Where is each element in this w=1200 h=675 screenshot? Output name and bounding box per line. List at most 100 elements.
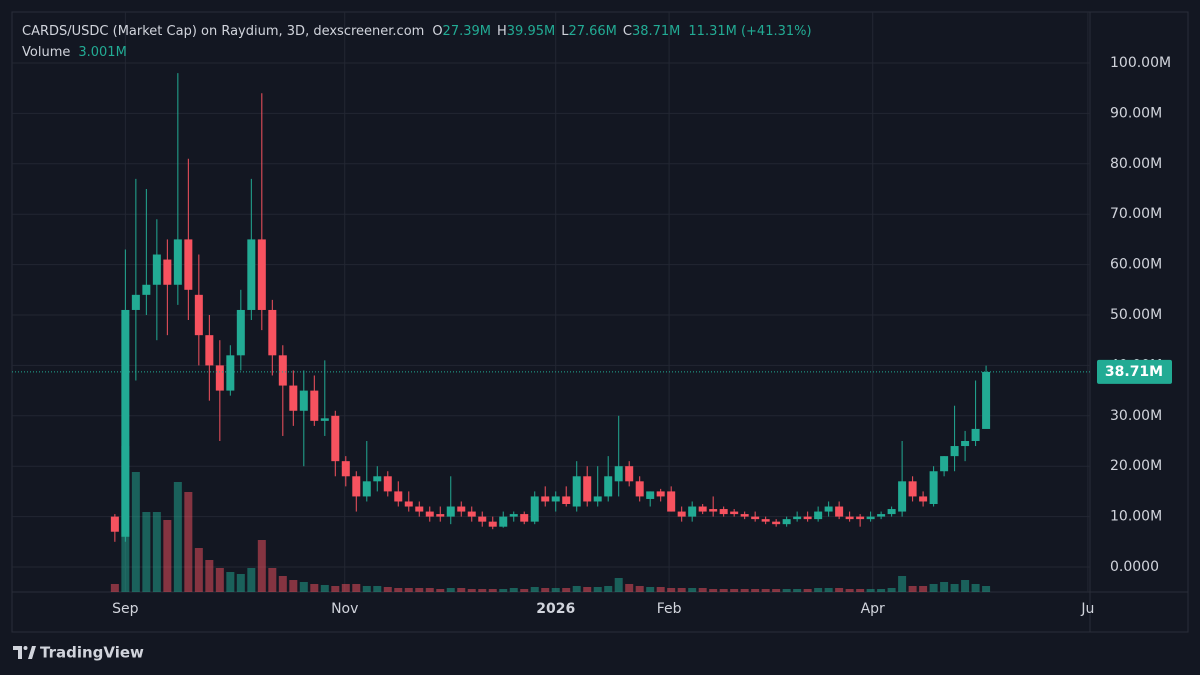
candle-body bbox=[478, 516, 487, 522]
volume-bar bbox=[352, 584, 361, 592]
volume-bar bbox=[425, 588, 434, 592]
volume-bar bbox=[551, 588, 560, 592]
volume-bar bbox=[226, 572, 235, 592]
legend-line: CARDS/USDC (Market Cap) on Raydium, 3D, … bbox=[22, 24, 812, 39]
candle-body bbox=[772, 521, 781, 525]
x-tick-label: Nov bbox=[331, 601, 358, 617]
candle-body bbox=[635, 481, 644, 497]
candle-body bbox=[530, 496, 539, 522]
candle-body bbox=[919, 496, 928, 502]
candle-body bbox=[310, 390, 319, 421]
x-tick-label: Feb bbox=[657, 601, 682, 617]
volume-bar bbox=[268, 568, 277, 592]
candle-body bbox=[614, 466, 623, 482]
candle-body bbox=[982, 371, 991, 429]
y-tick-label: 70.00M bbox=[1110, 206, 1162, 222]
candle-body bbox=[604, 476, 613, 497]
volume-bar bbox=[310, 584, 319, 592]
candle-body bbox=[299, 390, 308, 411]
candle-body bbox=[751, 516, 760, 520]
candle-body bbox=[562, 496, 571, 505]
volume-bar bbox=[205, 560, 214, 592]
volume-bar bbox=[919, 586, 928, 592]
candle-body bbox=[583, 476, 592, 502]
candle-body bbox=[845, 516, 854, 520]
volume-bar bbox=[173, 482, 182, 592]
candle-body bbox=[436, 514, 445, 517]
frame bbox=[11, 11, 1189, 633]
volume-bar bbox=[646, 587, 655, 592]
legend-key: L bbox=[561, 24, 569, 39]
volume-bar bbox=[478, 589, 487, 592]
last-price-box bbox=[1097, 359, 1172, 384]
legend-key: C bbox=[623, 24, 632, 39]
volume-bar bbox=[299, 582, 308, 592]
volume-bar bbox=[583, 587, 592, 592]
volume-bar bbox=[835, 588, 844, 592]
volume-bar bbox=[362, 586, 371, 592]
volume-legend: Volume 3.001M bbox=[22, 45, 127, 60]
volume-bar bbox=[950, 584, 959, 592]
candle-body bbox=[793, 516, 802, 520]
candle-body bbox=[730, 511, 739, 515]
volume-bar bbox=[404, 588, 413, 592]
candle-body bbox=[173, 239, 182, 285]
volume-bar bbox=[940, 582, 949, 592]
legend-key: H bbox=[497, 24, 507, 39]
candle-body bbox=[866, 516, 875, 520]
volume-bar bbox=[761, 589, 770, 592]
candle-body bbox=[593, 496, 602, 502]
candle-body bbox=[541, 496, 550, 502]
candle-body bbox=[551, 496, 560, 502]
candle-body bbox=[163, 259, 172, 285]
volume-bar bbox=[656, 587, 665, 592]
legend-key: O bbox=[432, 24, 442, 39]
y-tick-label: 80.00M bbox=[1110, 156, 1162, 172]
legend-value: 27.66M bbox=[568, 24, 616, 39]
volume-bar bbox=[509, 588, 518, 592]
candle-body bbox=[782, 519, 791, 525]
volume-bar bbox=[289, 580, 298, 592]
candle-body bbox=[499, 516, 508, 527]
volume-bar bbox=[331, 586, 340, 592]
candle-body bbox=[341, 461, 350, 477]
volume-bar bbox=[341, 584, 350, 592]
volume-bar bbox=[415, 588, 424, 592]
candle-body bbox=[971, 428, 980, 442]
volume-bar bbox=[394, 588, 403, 592]
candle-body bbox=[320, 418, 329, 421]
last-price-label: 38.71M bbox=[1105, 364, 1163, 380]
volume-bar bbox=[383, 587, 392, 592]
volume-bar bbox=[215, 568, 224, 592]
candle-body bbox=[142, 284, 151, 295]
candle-body bbox=[373, 476, 382, 482]
candle-body bbox=[667, 491, 676, 512]
candle-body bbox=[394, 491, 403, 502]
volume-bar bbox=[194, 548, 203, 592]
volume-bar bbox=[698, 588, 707, 592]
volume-value: 3.001M bbox=[78, 45, 126, 60]
volume-bar bbox=[982, 585, 991, 592]
candle-body bbox=[121, 309, 130, 537]
candle-body bbox=[215, 365, 224, 391]
candle-body bbox=[709, 509, 718, 512]
brand-logo bbox=[13, 646, 36, 659]
volume-bar bbox=[184, 492, 193, 592]
candle-body bbox=[677, 511, 686, 517]
legend-symbol: CARDS/USDC (Market Cap) on Raydium, 3D, … bbox=[22, 24, 424, 39]
candle-body bbox=[446, 506, 455, 517]
volume-bar bbox=[635, 586, 644, 592]
legend-value: 27.39M bbox=[443, 24, 491, 39]
candle-body bbox=[887, 509, 896, 515]
y-tick-label: 50.00M bbox=[1110, 307, 1162, 323]
candle-body bbox=[719, 509, 728, 515]
volume-bar bbox=[929, 584, 938, 592]
volume-bar bbox=[131, 472, 140, 592]
x-tick-label: Sep bbox=[112, 601, 139, 617]
volume-bar bbox=[856, 589, 865, 592]
volume-bar bbox=[457, 588, 466, 592]
candle-body bbox=[184, 239, 193, 290]
candle-body bbox=[929, 471, 938, 505]
volume-bar bbox=[142, 512, 151, 592]
candle-body bbox=[457, 506, 466, 512]
